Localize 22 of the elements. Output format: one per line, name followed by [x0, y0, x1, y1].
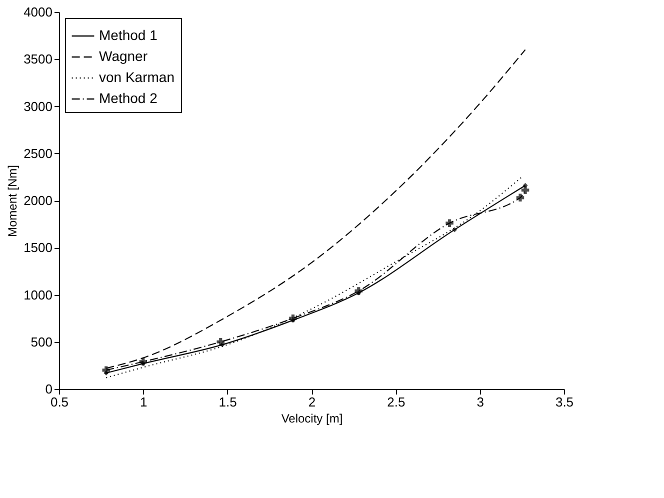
- legend-label: Method 2: [99, 90, 158, 106]
- y-axis-title: Moment [Nm]: [6, 164, 20, 238]
- x-tick-label: 3: [476, 394, 484, 410]
- x-tick-label: 3.5: [555, 394, 574, 410]
- x-axis-title: Velocity [m]: [281, 412, 343, 426]
- x-tick-label: 2.5: [387, 394, 406, 410]
- x-tick-label: 2: [308, 394, 316, 410]
- x-tick-label: 0.5: [50, 394, 69, 410]
- y-tick-label: 0: [45, 382, 52, 396]
- y-tick-label: 1500: [24, 240, 52, 256]
- legend-label: Wagner: [99, 48, 148, 64]
- y-tick-label: 3500: [24, 52, 52, 67]
- legend-label: von Karman: [99, 69, 174, 85]
- y-tick-label: 3000: [24, 98, 52, 114]
- y-tick-label: 2500: [24, 146, 52, 161]
- legend-label: Method 1: [99, 27, 158, 43]
- y-tick-label: 2000: [24, 193, 52, 208]
- x-tick-label: 1.5: [218, 394, 237, 410]
- y-tick-label: 1000: [24, 287, 52, 302]
- x-tick-label: 1: [140, 394, 148, 410]
- y-tick-label: 500: [30, 334, 52, 350]
- y-tick-label: 4000: [24, 4, 52, 20]
